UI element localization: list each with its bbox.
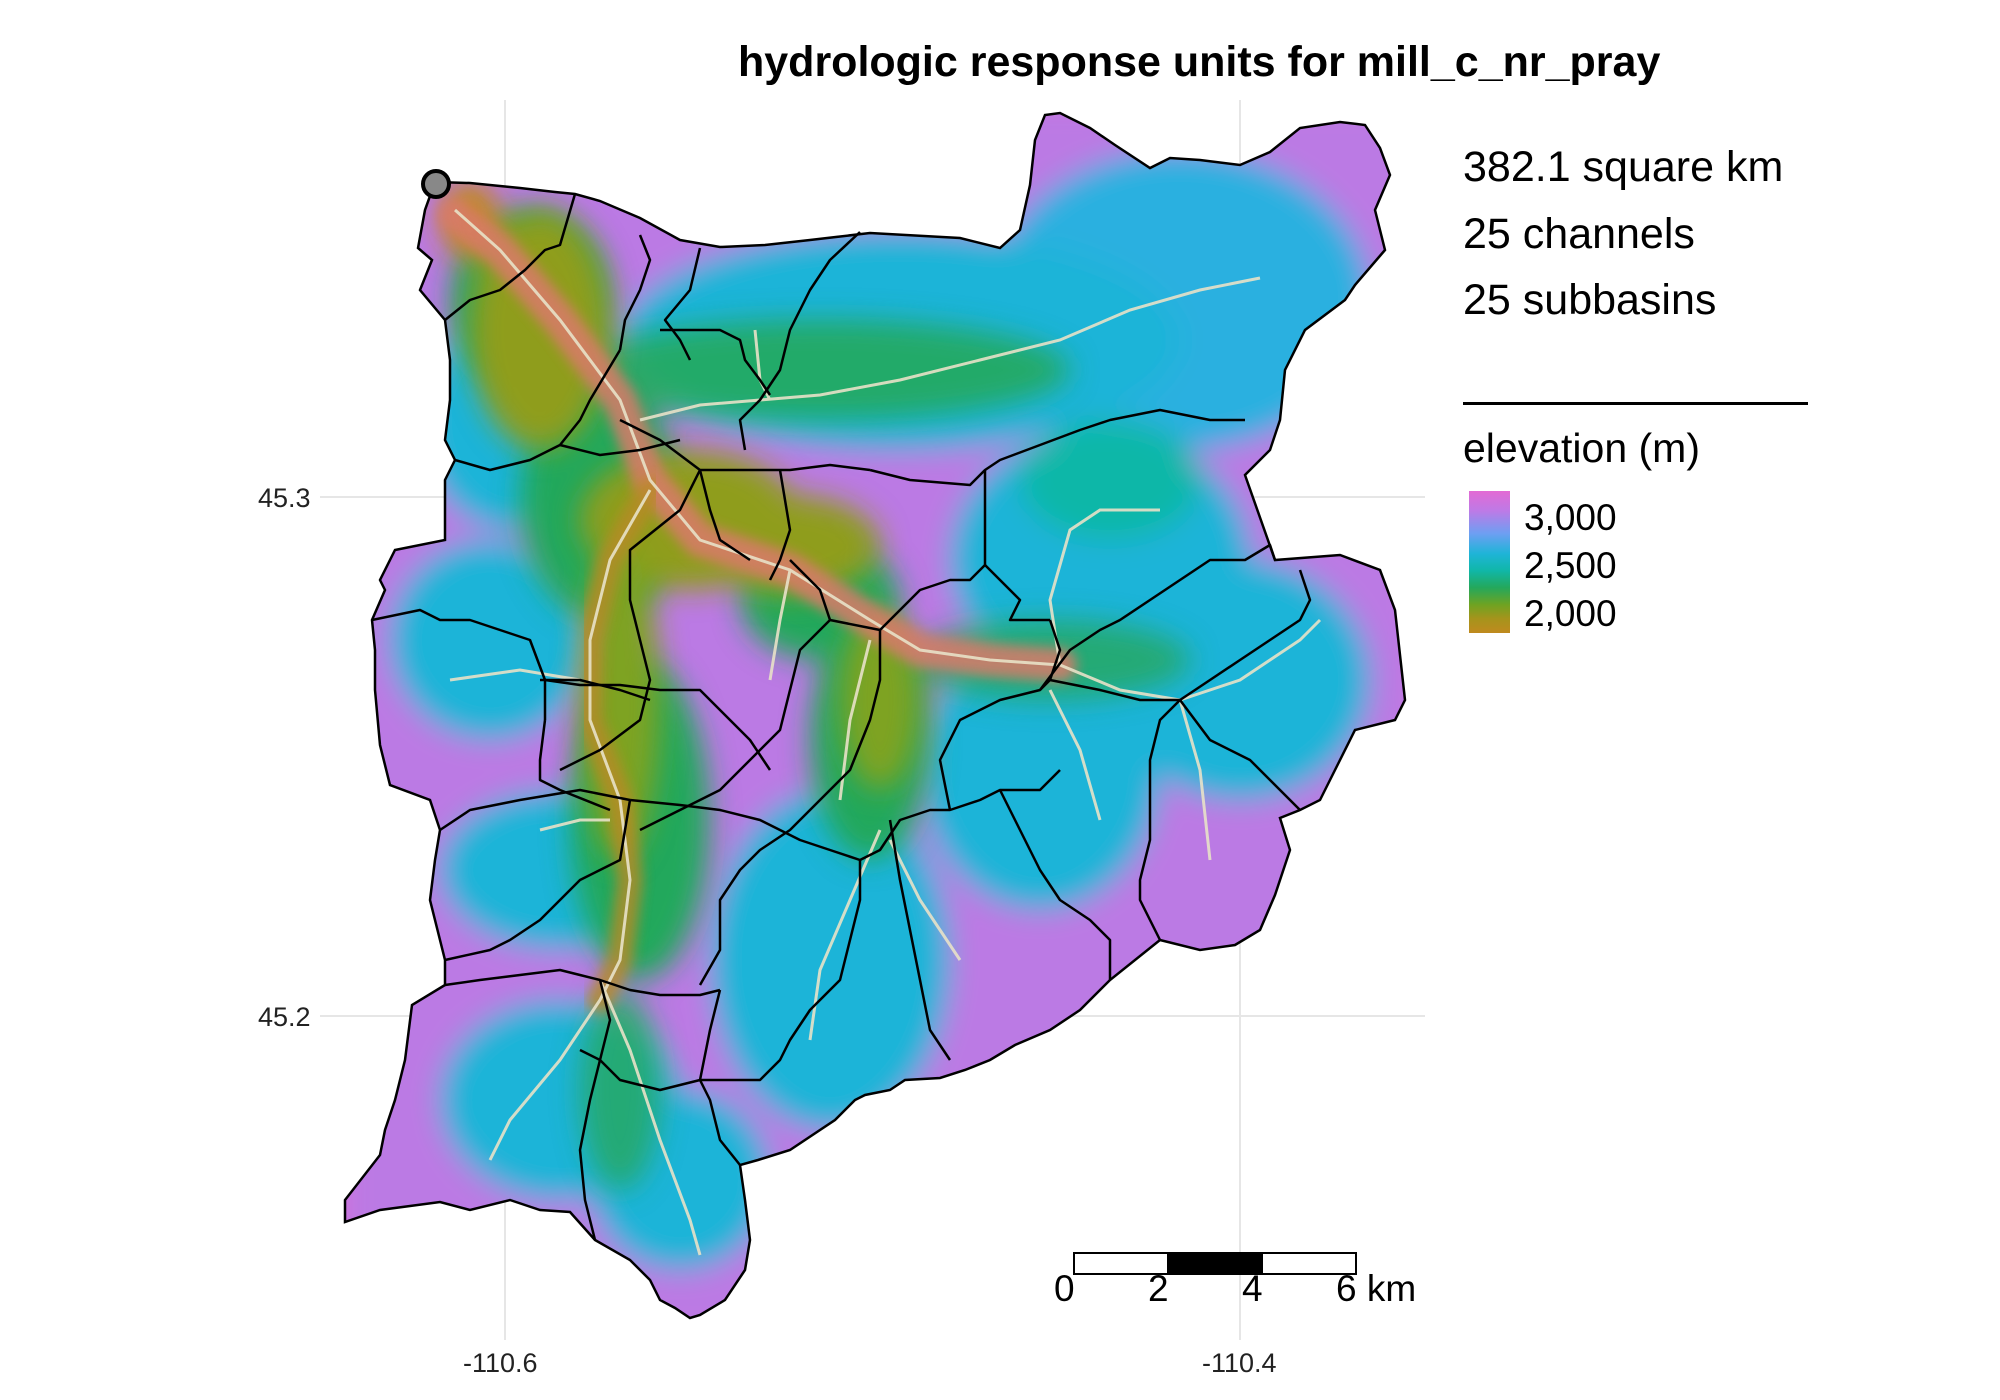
- legend-title: elevation (m): [1463, 425, 1700, 471]
- lon-tick-110-6: -110.6: [463, 1348, 538, 1378]
- legend-divider: [1463, 402, 1808, 405]
- scale-label-6km: 6 km: [1336, 1268, 1417, 1309]
- lon-tick-110-4: -110.4: [1202, 1348, 1277, 1378]
- scale-bar: [1073, 1252, 1357, 1275]
- scale-label-0: 0: [1054, 1268, 1075, 1309]
- legend-tick-3000: 3,000: [1524, 497, 1617, 538]
- legend-tick-2000: 2,000: [1524, 593, 1617, 634]
- legend-tick-2500: 2,500: [1524, 545, 1617, 586]
- subbasin-boundaries: [371, 193, 1312, 1241]
- area-stat: 382.1 square km: [1463, 143, 1784, 191]
- outlet-marker-icon: [421, 169, 451, 199]
- elevation-raster: [345, 113, 1405, 1318]
- subbasins-stat: 25 subbasins: [1463, 276, 1717, 324]
- scale-label-4: 4: [1242, 1268, 1263, 1309]
- elevation-colorbar: [1469, 491, 1510, 633]
- lat-tick-45-3: 45.3: [258, 483, 311, 513]
- watershed-boundary: [343, 111, 1407, 1320]
- scale-label-2: 2: [1148, 1268, 1169, 1309]
- channels-stat: 25 channels: [1463, 210, 1695, 258]
- lat-tick-45-2: 45.2: [258, 1002, 311, 1032]
- map-title: hydrologic response units for mill_c_nr_…: [738, 38, 1661, 86]
